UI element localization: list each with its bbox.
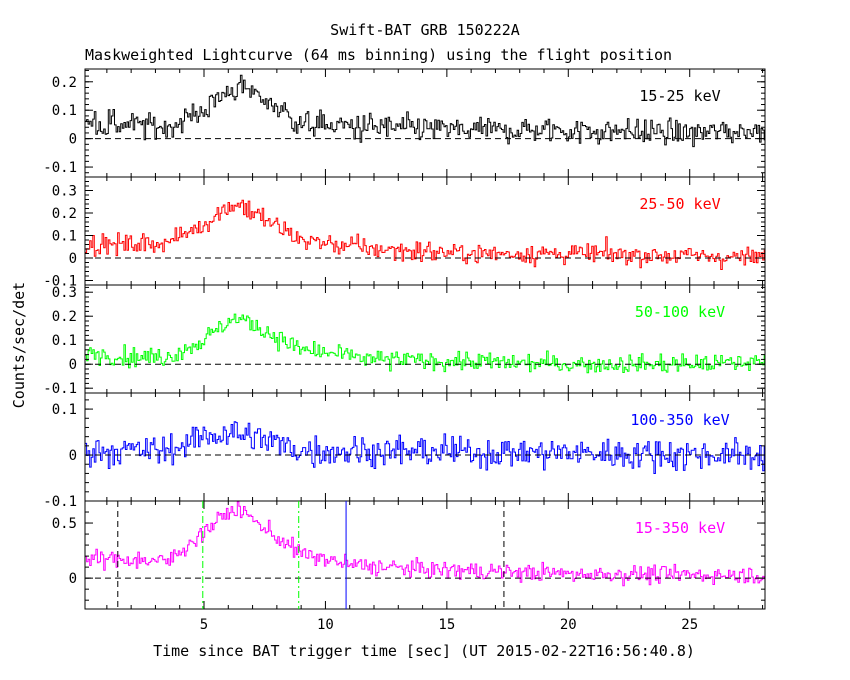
x-axis-label: Time since BAT trigger time [sec] (UT 20…: [153, 642, 695, 660]
panel-frame-1: [84, 176, 766, 286]
y-tick-label: 0.2: [52, 309, 77, 325]
y-tick-label: 0: [69, 357, 77, 373]
y-tick-label: 0.1: [52, 402, 77, 418]
series-trace-2: [85, 313, 765, 374]
chart-title: Swift-BAT GRB 150222A: [330, 21, 520, 39]
x-tick-label: 10: [317, 617, 334, 633]
series-trace-1: [85, 199, 765, 270]
x-tick-label: 20: [560, 617, 577, 633]
y-tick-label: -0.1: [43, 160, 77, 176]
band-label-1: 25-50 keV: [639, 195, 720, 213]
band-label-2: 50-100 keV: [635, 303, 725, 321]
y-tick-label: 0.1: [52, 229, 77, 245]
panel-frame-0: [84, 68, 766, 178]
panel-0: -0.1 0 0.1 0.2 15-25 keV: [43, 68, 766, 178]
y-tick-label: -0.1: [43, 381, 77, 397]
panel-4: 0 0.5 15-350 keV: [52, 500, 766, 610]
panel-2: -0.1 0 0.1 0.2 0.3 50-100 keV: [43, 284, 766, 397]
y-tick-label: 0.3: [52, 285, 77, 301]
y-tick-label: 0: [69, 571, 77, 587]
y-tick-label: 0.1: [52, 333, 77, 349]
x-tick-label: 5: [200, 617, 208, 633]
x-tick-label: 15: [438, 617, 455, 633]
y-tick-label: 0.2: [52, 206, 77, 222]
panel-frame-2: [84, 284, 766, 394]
series-trace-4: [85, 501, 765, 587]
panel-1: -0.1 0 0.1 0.2 0.3 25-50 keV: [43, 176, 766, 290]
y-tick-label: 0.3: [52, 184, 77, 200]
y-tick-label: 0: [69, 132, 77, 148]
panels-group: -0.1 0 0.1 0.2 15-25 keV -0.1 0 0.1 0.2 0.3 25-50 …: [43, 68, 766, 633]
band-label-0: 15-25 keV: [639, 87, 720, 105]
y-tick-label: -0.1: [43, 494, 77, 510]
y-tick-label: 0.5: [52, 516, 77, 532]
y-tick-label: -0.1: [43, 274, 77, 290]
y-tick-label: 0.2: [52, 75, 77, 91]
x-tick-label: 25: [681, 617, 698, 633]
series-trace-0: [85, 74, 765, 148]
panel-frame-4: [84, 500, 766, 610]
chart-subtitle: Maskweighted Lightcurve (64 ms binning) …: [85, 46, 672, 64]
y-tick-label: 0.1: [52, 103, 77, 119]
band-label-4: 15-350 keV: [635, 519, 725, 537]
y-tick-label: 0: [69, 251, 77, 267]
band-label-3: 100-350 keV: [630, 411, 729, 429]
series-trace-3: [85, 421, 765, 474]
panel-3: -0.1 0 0.1 100-350 keV: [43, 392, 766, 510]
y-tick-label: 0: [69, 448, 77, 464]
y-axis-label: Counts/sec/det: [10, 282, 28, 408]
